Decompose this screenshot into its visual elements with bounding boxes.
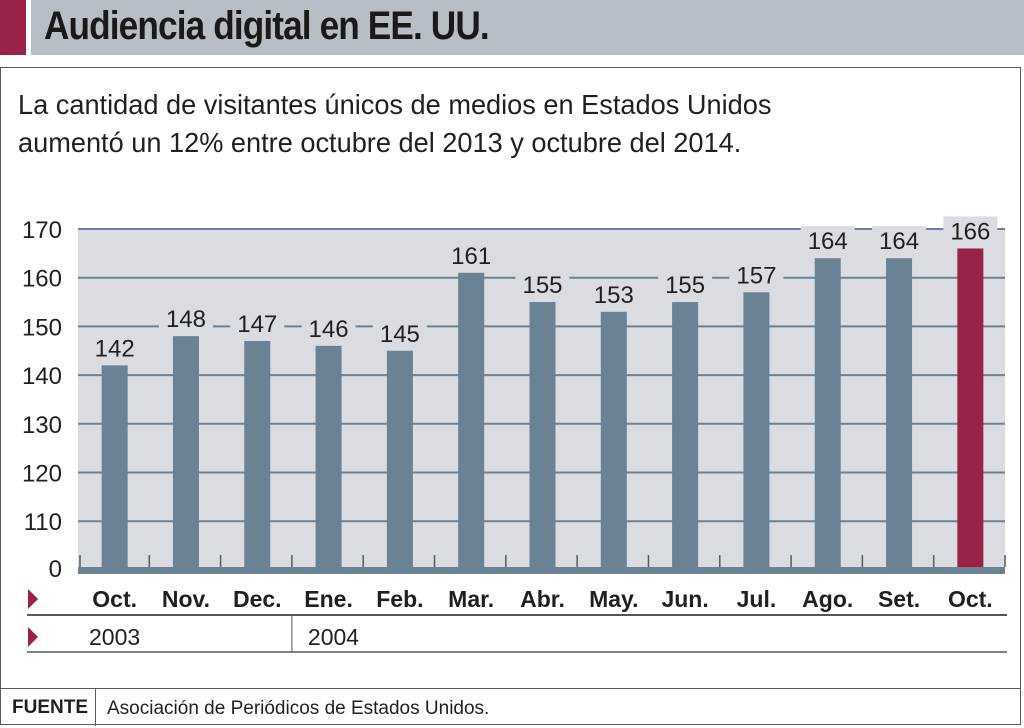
bars — [101, 248, 984, 568]
x-tick-label: Set. — [878, 586, 920, 612]
x-tick-label: Ene. — [304, 586, 353, 612]
bar — [172, 336, 199, 567]
data-label-background — [800, 226, 855, 253]
bar — [672, 302, 699, 567]
bar — [886, 258, 913, 567]
bar — [814, 258, 841, 567]
row-marker-icon — [28, 627, 38, 647]
data-labels: 142 148 147 146 145 161 155 153 155 157 164 164 166 — [87, 216, 998, 362]
x-axis-line — [78, 567, 1005, 574]
title-background — [31, 0, 1024, 55]
x-tick-label: Oct. — [92, 586, 137, 612]
y-axis-tick-labels: 0 110 120 130 140 150 160 170 — [22, 217, 62, 583]
chart-subtitle: La cantidad de visitantes únicos de medi… — [18, 89, 772, 158]
bar — [386, 350, 413, 567]
x-tick-label: Feb. — [376, 586, 423, 612]
y-tick-label: 160 — [22, 266, 62, 293]
bar — [244, 341, 271, 567]
data-label-background — [943, 216, 998, 243]
x-tick-label: Nov. — [162, 586, 210, 612]
data-label: 155 — [665, 272, 705, 299]
bar — [315, 345, 342, 567]
x-tick-label: Ago. — [802, 586, 853, 612]
x-tick-label: Jun. — [661, 586, 708, 612]
x-axis — [78, 555, 1006, 574]
x-tick-label: Jul. — [737, 586, 777, 612]
data-label: 164 — [879, 228, 919, 255]
source-label: FUENTE — [12, 697, 88, 718]
x-tick-label: Oct. — [948, 586, 993, 612]
y-tick-label: 170 — [22, 217, 62, 244]
chart-frame — [0, 67, 1021, 725]
bar — [743, 292, 770, 567]
bar — [600, 311, 627, 567]
y-tick-label: 130 — [22, 412, 62, 439]
data-label-background — [658, 270, 713, 297]
data-label: 145 — [380, 321, 420, 348]
year-label: 2003 — [89, 624, 140, 650]
data-label-background — [729, 260, 784, 287]
bar — [529, 302, 556, 567]
chart-title: Audiencia digital en EE. UU. — [44, 4, 490, 48]
data-label-background — [87, 333, 142, 360]
data-label: 146 — [309, 316, 349, 343]
category-rows: 2003 2004 — [27, 589, 1007, 653]
data-label: 161 — [451, 243, 491, 270]
data-label-background — [515, 270, 570, 297]
bar — [458, 272, 485, 567]
data-label-background — [230, 309, 285, 336]
data-label: 148 — [166, 306, 206, 333]
data-label: 166 — [950, 218, 990, 245]
x-tick-label: Dec. — [233, 586, 282, 612]
data-label: 157 — [736, 262, 776, 289]
y-tick-label: 110 — [24, 509, 62, 536]
data-label: 153 — [594, 282, 634, 309]
x-tick-label: Mar. — [448, 586, 494, 612]
y-tick-label: 0 — [49, 556, 62, 583]
data-label: 155 — [522, 272, 562, 299]
year-label: 2004 — [308, 624, 359, 650]
data-label-background — [586, 279, 641, 306]
x-tick-label: May. — [589, 586, 638, 612]
title-bar: Audiencia digital en EE. UU. — [0, 0, 1024, 55]
y-tick-label: 150 — [22, 314, 62, 341]
source-divider — [95, 689, 96, 726]
y-tick-label: 120 — [22, 461, 62, 488]
data-label-background — [301, 313, 356, 340]
source-row: FUENTE Asociación de Periódicos de Estad… — [0, 688, 1021, 726]
data-label-background — [444, 240, 499, 267]
x-tick-label: Abr. — [520, 586, 565, 612]
data-label: 147 — [237, 311, 277, 338]
row-marker-icon — [28, 589, 38, 609]
data-label-background — [872, 226, 927, 253]
title-accent-block — [0, 0, 26, 55]
y-tick-label: 140 — [22, 363, 62, 390]
bar — [101, 365, 128, 567]
x-axis-tick-labels: Oct. Nov. Dec. Ene. Feb. Mar. Abr. May. Jun. Jul.… — [92, 586, 992, 612]
data-label: 164 — [808, 228, 848, 255]
data-label-background — [158, 304, 213, 331]
data-label-background — [372, 318, 427, 345]
bar — [957, 248, 984, 568]
data-label: 142 — [95, 335, 135, 362]
source-text: Asociación de Periódicos de Estados Unid… — [107, 698, 490, 719]
